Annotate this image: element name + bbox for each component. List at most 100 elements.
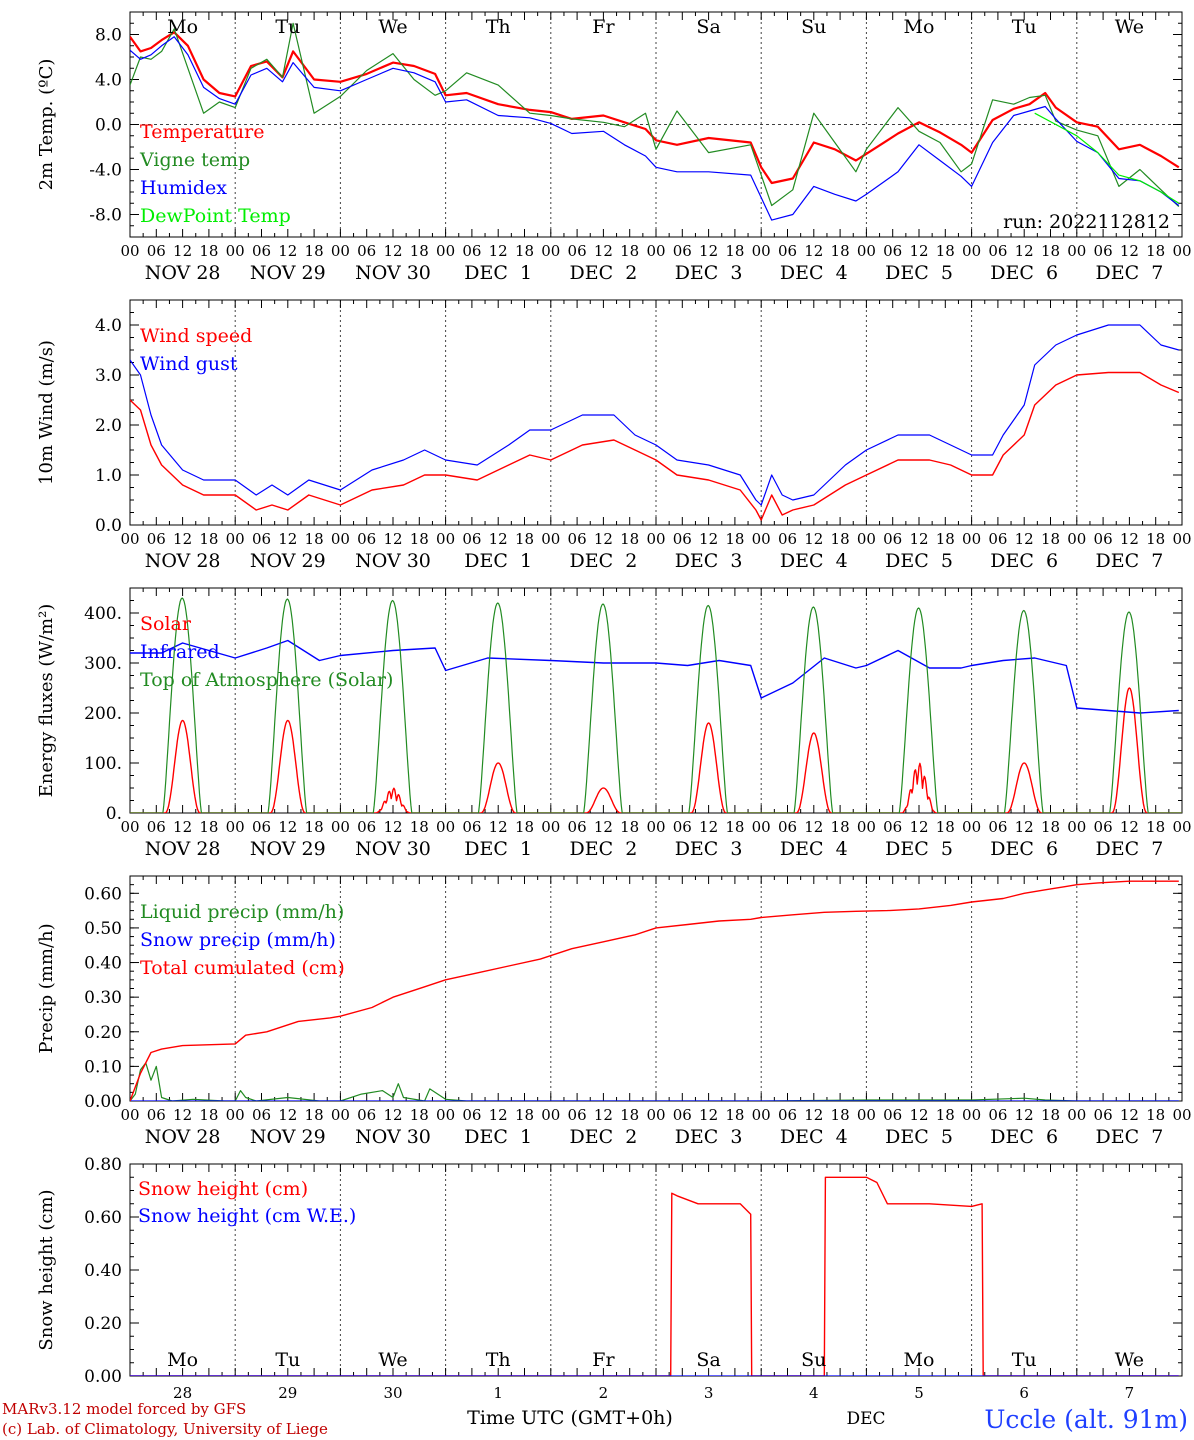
hour-label: 18 [1146,242,1165,260]
hour-label: 12 [594,242,613,260]
hour-label: 00 [646,818,665,836]
weekday-label: Tu [1012,16,1037,38]
weekday-label: Tu [275,1349,300,1371]
hour-label: 06 [462,242,481,260]
hour-label: 06 [462,818,481,836]
hour-label: 06 [568,1106,587,1124]
hour-label: 18 [1041,242,1060,260]
hour-label: 00 [331,818,350,836]
hour-label: 00 [857,1106,876,1124]
series-group [130,22,1180,221]
weekday-label: Su [801,1349,826,1371]
date-label: NOV 29 [250,838,326,860]
day-number-label: 2 [599,1384,609,1402]
legend-entry: Infrared [140,641,220,663]
legend-entry: Wind speed [140,325,252,347]
hour-label: 18 [1041,530,1060,548]
hour-label: 06 [568,530,587,548]
day-number-label: 1 [493,1384,503,1402]
legend-entry: Temperature [140,121,264,143]
y-tick-label: 4.0 [95,71,122,91]
hour-label: 06 [988,1106,1007,1124]
weekday-label: Tu [275,16,300,38]
hour-label: 06 [778,530,797,548]
date-label: DEC 7 [1095,1126,1163,1148]
day-number-label: 4 [809,1384,819,1402]
hour-label: 00 [857,242,876,260]
hour-label: 18 [515,818,534,836]
hour-label: 18 [199,818,218,836]
date-label: DEC 2 [569,1126,637,1148]
y-tick-label: 0.0 [95,516,122,536]
legend-entry: Snow height (cm) [138,1178,308,1200]
series-group [130,324,1180,521]
y-tick-label: 0.40 [84,1261,122,1281]
hour-label: 06 [883,530,902,548]
hour-label: 06 [778,242,797,260]
hour-label: 06 [147,530,166,548]
series-group [130,597,1182,813]
y-tick-label: 0.00 [84,1092,122,1112]
date-label: DEC 6 [990,262,1058,284]
date-label: DEC 5 [885,262,953,284]
weekday-label: We [378,1349,407,1371]
hour-label: 06 [673,1106,692,1124]
y-tick-label: 0.00 [84,1367,122,1387]
hour-label: 18 [725,242,744,260]
panel-precip: 0.00 0.10 0.20 0.30 0.40 0.50 0.60 Precip (mm/h… [36,875,1192,1148]
hour-label: 00 [436,242,455,260]
hour-label: 00 [436,818,455,836]
hour-label: 18 [831,530,850,548]
hour-label: 18 [305,818,324,836]
weekday-label: We [1115,1349,1144,1371]
hour-label: 12 [699,242,718,260]
date-label: DEC 1 [464,838,532,860]
hour-label: 12 [804,242,823,260]
date-label: DEC 6 [990,550,1058,572]
series-line-wind-speed [130,371,1180,521]
hour-label: 06 [778,818,797,836]
hour-label: 00 [541,1106,560,1124]
hour-label: 06 [147,242,166,260]
hour-label: 06 [462,530,481,548]
y-axis-label: 10m Wind (m/s) [36,340,57,485]
day-number-label: 29 [278,1384,297,1402]
hour-label: 00 [752,242,771,260]
series-line-vigne-temp [130,22,1180,208]
hour-label: 12 [1120,530,1139,548]
hour-label: 12 [489,242,508,260]
hour-label: 06 [778,1106,797,1124]
weekday-label: Mo [904,1349,935,1371]
hour-label: 18 [1041,818,1060,836]
date-label: DEC 3 [675,262,743,284]
hour-label: 12 [278,530,297,548]
weekday-label: Th [486,16,511,38]
weekday-label: Sa [696,1349,720,1371]
y-tick-label: 0.0 [95,116,122,136]
hour-label: 06 [147,1106,166,1124]
series-line-snow-height-cm- [130,1176,1179,1376]
hour-label: 00 [331,242,350,260]
hour-label: 00 [120,818,139,836]
series-line-dewpoint-temp [1034,112,1180,204]
date-label: DEC 7 [1095,262,1163,284]
hour-label: 12 [1120,818,1139,836]
hour-label: 06 [147,818,166,836]
date-label: NOV 30 [355,838,431,860]
date-label: DEC 3 [675,1126,743,1148]
hour-label: 18 [410,530,429,548]
hour-label: 18 [1041,1106,1060,1124]
hour-label: 00 [541,530,560,548]
day-number-label: 30 [383,1384,402,1402]
hour-label: 12 [489,530,508,548]
date-label: DEC 1 [464,1126,532,1148]
hour-label: 12 [1015,1106,1034,1124]
hour-label: 18 [515,242,534,260]
legend-entry: Wind gust [140,353,238,375]
hour-label: 18 [410,818,429,836]
series-line-top-of-atmosphere-solar- [130,597,1182,813]
hour-label: 00 [646,242,665,260]
date-label: DEC 4 [780,550,848,572]
series-line-solar [130,687,1182,813]
